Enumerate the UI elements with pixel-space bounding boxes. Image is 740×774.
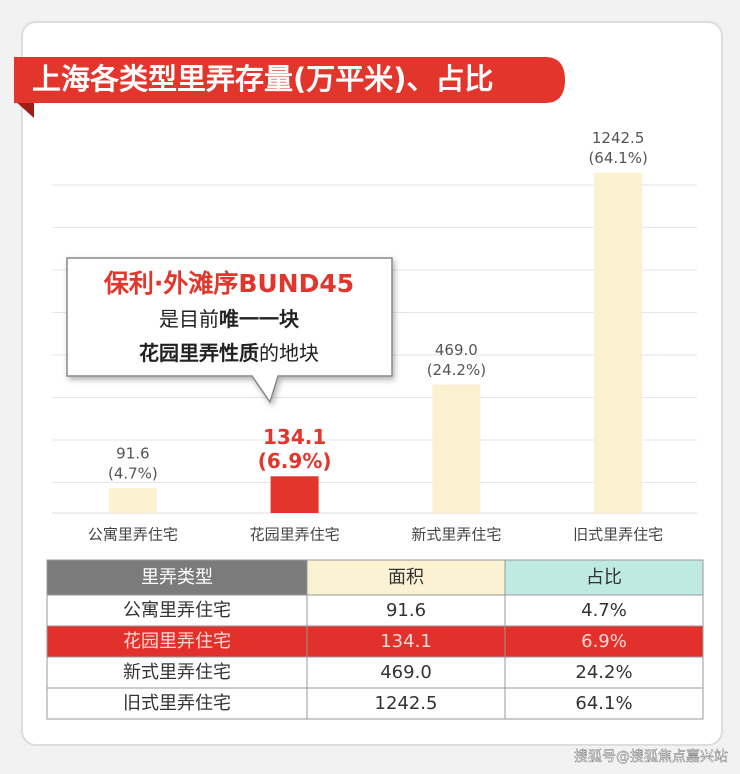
- cell: 旧式里弄住宅: [123, 693, 231, 714]
- chart-title: 上海各类型里弄存量(万平米)、占比: [32, 62, 494, 96]
- callout-text: 是目前: [159, 307, 219, 331]
- value-label: 1242.5: [592, 129, 645, 147]
- bar: [108, 487, 157, 513]
- callout-box: [66, 257, 393, 404]
- callout: [66, 257, 393, 404]
- value-label: 91.6: [116, 444, 149, 462]
- banner-fold: [14, 100, 34, 118]
- x-tick-label: 公寓里弄住宅: [88, 526, 178, 544]
- cell: 6.9%: [581, 631, 627, 652]
- share-label: (6.9%): [258, 449, 332, 473]
- cell: 64.1%: [575, 693, 632, 714]
- cell: 花园里弄住宅: [123, 631, 231, 652]
- value-label: 134.1: [263, 425, 326, 449]
- watermark: 搜狐号@搜狐焦点嘉兴站: [574, 749, 728, 765]
- header-cell: [505, 560, 703, 595]
- table-borders: [46, 559, 704, 720]
- header-text: 面积: [388, 567, 424, 588]
- value-label: 469.0: [435, 341, 478, 359]
- cell: 公寓里弄住宅: [123, 600, 231, 621]
- callout-text-bold: 花园里弄性质: [139, 341, 259, 365]
- highlight-row: [47, 626, 703, 657]
- share-label: (4.7%): [108, 464, 158, 482]
- header-text: 占比: [586, 567, 622, 588]
- callout-text: 的地块: [259, 341, 319, 365]
- callout-line: 花园里弄性质的地块: [139, 341, 319, 365]
- plot: 公寓里弄住宅 91.6 (4.7%) 花园里弄住宅 134.1(6.9%) 新式里弄住宅 4…: [88, 129, 663, 543]
- title-banner: [14, 57, 565, 103]
- table: 里弄类型 面积 占比 公寓里弄住宅 91.6 4.7% 花园里弄住宅 134.1…: [46, 559, 704, 720]
- callout-title: 保利·外滩序BUND45: [103, 269, 354, 298]
- share-label: (24.2%): [427, 361, 486, 379]
- x-tick-label: 花园里弄住宅: [250, 526, 340, 544]
- x-tick-label: 新式里弄住宅: [411, 526, 501, 544]
- bar: [594, 172, 643, 513]
- cell: 新式里弄住宅: [123, 662, 231, 683]
- share-label: (64.1%): [588, 149, 647, 167]
- header-cell: [307, 560, 505, 595]
- cell: 1242.5: [375, 693, 438, 714]
- bar: [270, 476, 319, 513]
- callout-text-bold: 唯一一块: [219, 307, 300, 331]
- cell: 4.7%: [581, 600, 627, 621]
- callout-line: 是目前唯一一块: [159, 307, 300, 331]
- cell: 134.1: [380, 631, 432, 652]
- cell: 91.6: [386, 600, 426, 621]
- bar: [432, 384, 481, 513]
- x-tick-label: 旧式里弄住宅: [573, 526, 663, 544]
- header-text: 里弄类型: [141, 567, 213, 588]
- cell: 24.2%: [575, 662, 632, 683]
- header-cell: [47, 560, 307, 595]
- cell: 469.0: [380, 662, 432, 683]
